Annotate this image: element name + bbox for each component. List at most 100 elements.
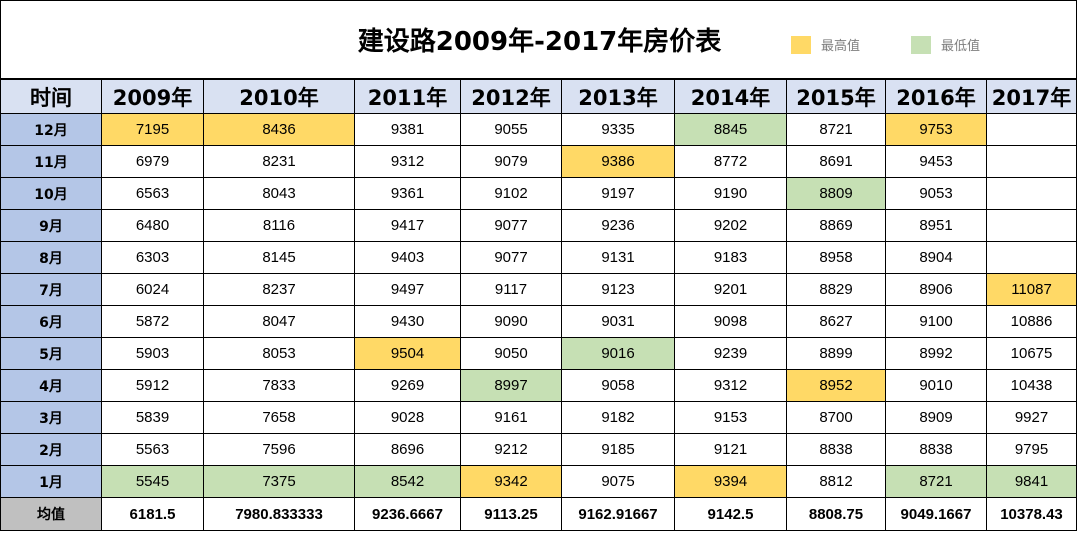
price-cell: 10438 bbox=[986, 369, 1077, 402]
price-cell: 9795 bbox=[986, 433, 1077, 466]
price-cell: 8951 bbox=[885, 209, 987, 242]
price-cell: 5912 bbox=[101, 369, 204, 402]
price-cell: 9183 bbox=[674, 241, 787, 274]
price-cell: 8772 bbox=[674, 145, 787, 178]
price-cell: 9131 bbox=[561, 241, 675, 274]
price-cell-lowest: 9016 bbox=[561, 337, 675, 370]
month-cell: 5月 bbox=[0, 337, 102, 370]
price-cell: 5903 bbox=[101, 337, 204, 370]
price-cell: 9102 bbox=[460, 177, 562, 210]
month-cell: 7月 bbox=[0, 273, 102, 306]
price-cell: 8992 bbox=[885, 337, 987, 370]
price-cell bbox=[986, 209, 1077, 242]
average-cell: 6181.5 bbox=[101, 497, 204, 531]
price-cell: 6979 bbox=[101, 145, 204, 178]
average-cell: 9142.5 bbox=[674, 497, 787, 531]
price-cell: 8838 bbox=[786, 433, 886, 466]
month-cell: 9月 bbox=[0, 209, 102, 242]
month-cell: 8月 bbox=[0, 241, 102, 274]
price-cell-highest: 11087 bbox=[986, 273, 1077, 306]
price-cell: 9010 bbox=[885, 369, 987, 402]
price-cell: 9058 bbox=[561, 369, 675, 402]
price-cell: 9927 bbox=[986, 401, 1077, 434]
price-cell-lowest: 8997 bbox=[460, 369, 562, 402]
header-year: 2009年 bbox=[101, 79, 204, 114]
price-cell: 9497 bbox=[354, 273, 461, 306]
price-cell: 9117 bbox=[460, 273, 562, 306]
price-cell: 9312 bbox=[354, 145, 461, 178]
month-cell: 3月 bbox=[0, 401, 102, 434]
price-cell: 9381 bbox=[354, 113, 461, 146]
price-cell: 7833 bbox=[203, 369, 355, 402]
price-cell: 9453 bbox=[885, 145, 987, 178]
price-cell: 8829 bbox=[786, 273, 886, 306]
price-cell: 9153 bbox=[674, 401, 787, 434]
price-cell: 8053 bbox=[203, 337, 355, 370]
price-cell: 6563 bbox=[101, 177, 204, 210]
month-cell: 12月 bbox=[0, 113, 102, 146]
price-cell: 9212 bbox=[460, 433, 562, 466]
price-cell: 8700 bbox=[786, 401, 886, 434]
table-row: 3月 5839 7658 9028 9161 9182 9153 8700 8909 9927 bbox=[0, 401, 1077, 434]
month-cell: 11月 bbox=[0, 145, 102, 178]
price-cell-highest: 9386 bbox=[561, 145, 675, 178]
header-year: 2011年 bbox=[354, 79, 461, 114]
price-cell: 8043 bbox=[203, 177, 355, 210]
table-row: 10月 6563 8043 9361 9102 9197 9190 8809 9053 bbox=[0, 177, 1077, 210]
price-cell: 9100 bbox=[885, 305, 987, 338]
price-cell bbox=[986, 113, 1077, 146]
table-row: 7月 6024 8237 9497 9117 9123 9201 8829 8906 11087 bbox=[0, 273, 1077, 306]
table-title: 建设路2009年-2017年房价表 bbox=[357, 27, 722, 57]
table-row: 12月 7195 8436 9381 9055 9335 8845 8721 9753 bbox=[0, 113, 1077, 146]
price-cell: 9055 bbox=[460, 113, 562, 146]
price-cell: 8231 bbox=[203, 145, 355, 178]
legend-highest: 最高值 bbox=[791, 35, 860, 54]
price-cell-highest: 8952 bbox=[786, 369, 886, 402]
price-cell: 9182 bbox=[561, 401, 675, 434]
legend-lowest: 最低值 bbox=[911, 35, 980, 54]
price-cell: 8696 bbox=[354, 433, 461, 466]
price-cell-highest: 9394 bbox=[674, 465, 787, 498]
price-cell: 8838 bbox=[885, 433, 987, 466]
table-row: 11月 6979 8231 9312 9079 9386 8772 8691 9453 bbox=[0, 145, 1077, 178]
price-cell-highest: 7195 bbox=[101, 113, 204, 146]
header-row: 时间 2009年 2010年 2011年 2012年 2013年 2014年 2015年 201… bbox=[0, 79, 1077, 114]
title-row: 建设路2009年-2017年房价表 最高值 最低值 bbox=[0, 0, 1077, 79]
average-cell: 9049.1667 bbox=[885, 497, 987, 531]
price-cell: 8899 bbox=[786, 337, 886, 370]
price-cell-highest: 9753 bbox=[885, 113, 987, 146]
price-cell: 5872 bbox=[101, 305, 204, 338]
price-table: 时间 2009年 2010年 2011年 2012年 2013年 2014年 2015年 201… bbox=[0, 79, 1077, 531]
price-cell: 9185 bbox=[561, 433, 675, 466]
price-cell: 8627 bbox=[786, 305, 886, 338]
price-cell: 9239 bbox=[674, 337, 787, 370]
price-cell: 9121 bbox=[674, 433, 787, 466]
price-cell: 9403 bbox=[354, 241, 461, 274]
table-row: 8月 6303 8145 9403 9077 9131 9183 8958 8904 bbox=[0, 241, 1077, 274]
month-cell: 2月 bbox=[0, 433, 102, 466]
price-cell: 7658 bbox=[203, 401, 355, 434]
price-cell: 8906 bbox=[885, 273, 987, 306]
header-year: 2013年 bbox=[561, 79, 675, 114]
average-row: 均值 6181.5 7980.833333 9236.6667 9113.25 9162.… bbox=[0, 497, 1077, 531]
legend-lowest-swatch bbox=[911, 35, 931, 54]
month-cell: 4月 bbox=[0, 369, 102, 402]
price-cell: 8909 bbox=[885, 401, 987, 434]
price-cell-highest: 9342 bbox=[460, 465, 562, 498]
price-cell: 8237 bbox=[203, 273, 355, 306]
price-cell-lowest: 8721 bbox=[885, 465, 987, 498]
price-cell: 5839 bbox=[101, 401, 204, 434]
price-cell-lowest: 8542 bbox=[354, 465, 461, 498]
price-cell: 9201 bbox=[674, 273, 787, 306]
table-row: 4月 5912 7833 9269 8997 9058 9312 8952 9010 10438 bbox=[0, 369, 1077, 402]
average-cell: 7980.833333 bbox=[203, 497, 355, 531]
price-cell: 9031 bbox=[561, 305, 675, 338]
price-cell bbox=[986, 241, 1077, 274]
price-cell: 9335 bbox=[561, 113, 675, 146]
price-cell: 9079 bbox=[460, 145, 562, 178]
price-cell bbox=[986, 177, 1077, 210]
price-cell: 9417 bbox=[354, 209, 461, 242]
price-cell: 9197 bbox=[561, 177, 675, 210]
price-cell: 8958 bbox=[786, 241, 886, 274]
